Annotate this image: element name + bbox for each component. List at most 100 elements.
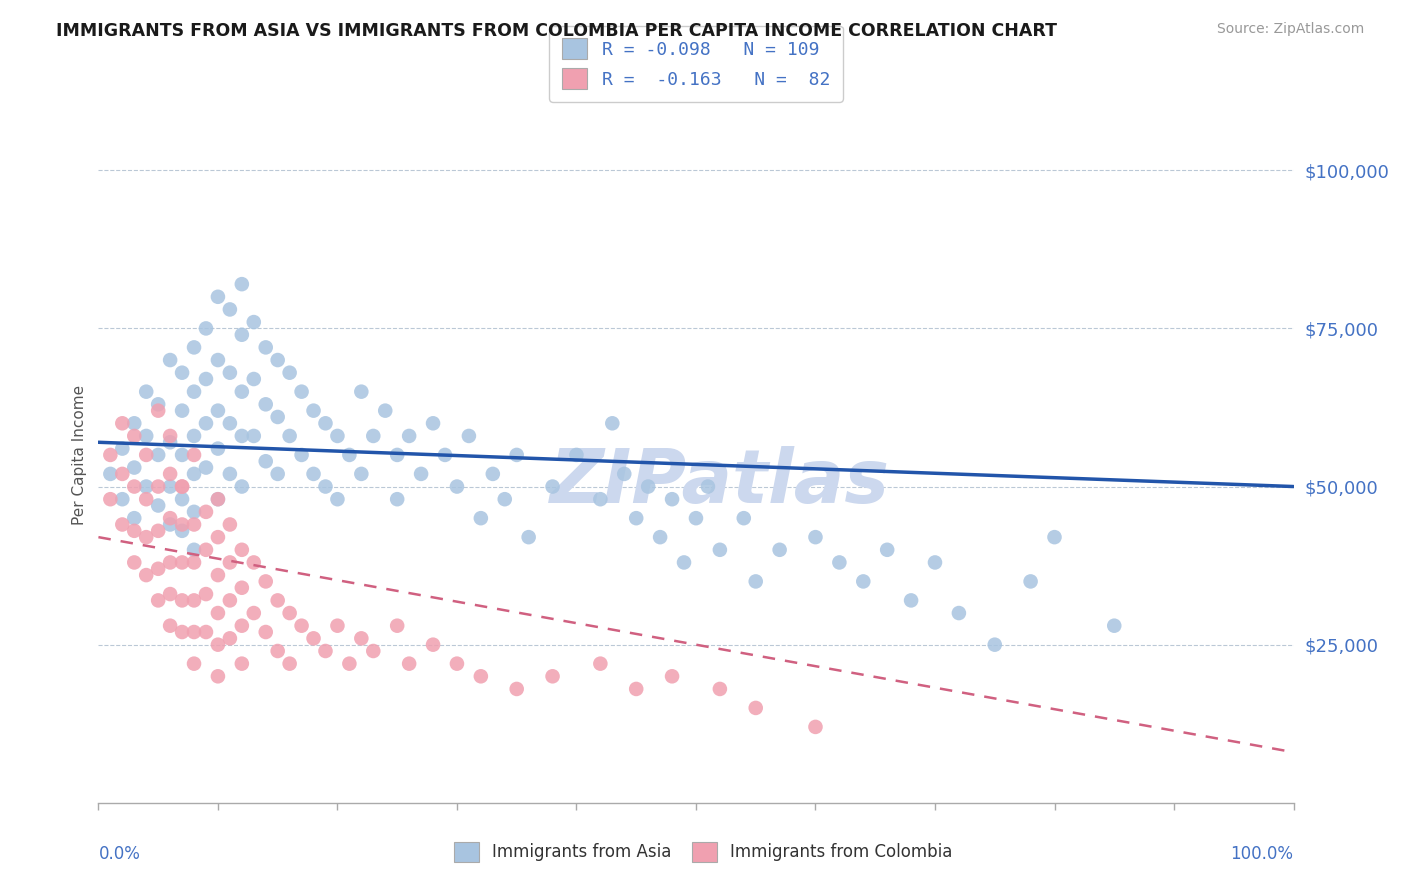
Legend: Immigrants from Asia, Immigrants from Colombia: Immigrants from Asia, Immigrants from Co… (446, 833, 960, 871)
Point (494, 492, 516, 507)
Point (207, 530, 229, 544)
Point (350, 632, 373, 646)
Point (446, 479, 468, 493)
Point (111, 517, 134, 532)
Point (350, 467, 373, 481)
Point (207, 669, 229, 683)
Point (207, 492, 229, 507)
Point (207, 290, 229, 304)
Point (398, 429, 420, 443)
Point (1043, 530, 1066, 544)
Point (183, 429, 205, 443)
Point (458, 429, 481, 443)
Point (135, 492, 157, 507)
Point (219, 632, 242, 646)
Point (350, 384, 373, 399)
Point (148, 524, 170, 538)
Point (172, 479, 194, 493)
Point (984, 638, 1007, 652)
Point (278, 606, 301, 620)
Point (207, 442, 229, 456)
Point (470, 669, 492, 683)
Point (183, 657, 205, 671)
Point (183, 340, 205, 354)
Point (148, 448, 170, 462)
Point (434, 448, 457, 462)
Point (148, 479, 170, 493)
Point (243, 556, 266, 570)
Point (385, 492, 409, 507)
Point (148, 403, 170, 417)
Point (195, 542, 218, 557)
Point (135, 448, 157, 462)
Point (804, 720, 827, 734)
Point (148, 593, 170, 607)
Point (111, 442, 134, 456)
Point (172, 524, 194, 538)
Point (172, 556, 194, 570)
Point (385, 618, 409, 632)
Point (422, 638, 444, 652)
Point (339, 657, 361, 671)
Point (207, 606, 229, 620)
Point (315, 644, 337, 658)
Point (98, 492, 122, 507)
Point (183, 542, 205, 557)
Point (278, 366, 301, 380)
Point (637, 479, 659, 493)
Point (124, 511, 146, 525)
Point (613, 467, 636, 481)
Point (172, 593, 194, 607)
Point (398, 657, 420, 671)
Point (411, 467, 433, 481)
Text: ZIPatlas: ZIPatlas (550, 446, 890, 519)
Point (589, 492, 612, 507)
Point (159, 556, 181, 570)
Point (135, 530, 157, 544)
Text: IMMIGRANTS FROM ASIA VS IMMIGRANTS FROM COLOMBIA PER CAPITA INCOME CORRELATION C: IMMIGRANTS FROM ASIA VS IMMIGRANTS FROM … (56, 22, 1057, 40)
Point (733, 511, 755, 525)
Point (517, 530, 540, 544)
Point (124, 524, 146, 538)
Point (231, 581, 253, 595)
Point (207, 403, 229, 417)
Text: Source: ZipAtlas.com: Source: ZipAtlas.com (1216, 22, 1364, 37)
Point (195, 372, 218, 386)
Point (804, 530, 827, 544)
Point (302, 632, 325, 646)
Point (111, 417, 134, 431)
Point (207, 638, 229, 652)
Point (183, 467, 205, 481)
Point (124, 429, 146, 443)
Point (183, 593, 205, 607)
Point (852, 574, 875, 589)
Point (948, 606, 970, 620)
Point (363, 644, 385, 658)
Point (626, 681, 648, 696)
Point (172, 625, 194, 640)
Point (111, 492, 134, 507)
Point (183, 448, 205, 462)
Point (363, 429, 385, 443)
Point (541, 479, 564, 493)
Legend: R = -0.098   N = 109, R =  -0.163   N =  82: R = -0.098 N = 109, R = -0.163 N = 82 (550, 26, 842, 102)
Point (589, 657, 612, 671)
Point (565, 448, 588, 462)
Point (876, 542, 898, 557)
Point (98, 448, 122, 462)
Point (148, 499, 170, 513)
Point (374, 403, 396, 417)
Point (267, 644, 290, 658)
Point (135, 429, 157, 443)
Point (219, 593, 242, 607)
Point (159, 429, 181, 443)
Point (697, 479, 720, 493)
Point (254, 574, 277, 589)
Point (124, 417, 146, 431)
Point (661, 492, 683, 507)
Point (172, 517, 194, 532)
Point (326, 429, 349, 443)
Point (326, 618, 349, 632)
Point (195, 321, 218, 335)
Point (506, 681, 529, 696)
